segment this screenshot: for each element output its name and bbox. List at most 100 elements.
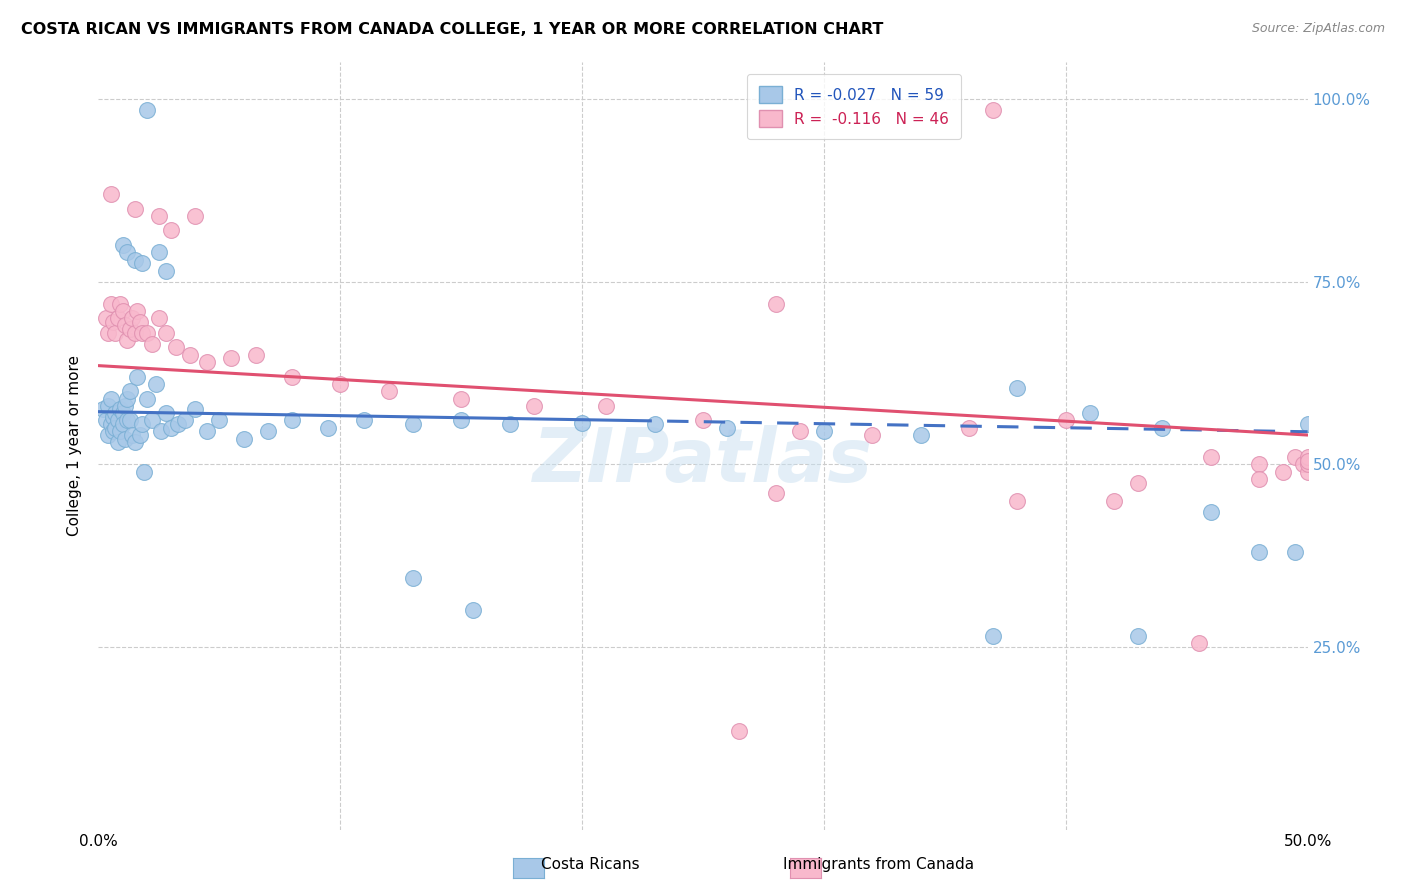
Point <box>118 322 141 336</box>
Point <box>728 723 751 738</box>
Point <box>111 406 134 420</box>
Point <box>114 318 136 333</box>
Point <box>117 392 139 406</box>
Point <box>148 209 170 223</box>
Y-axis label: College, 1 year or more: College, 1 year or more <box>67 356 83 536</box>
Point <box>134 465 156 479</box>
Point <box>148 311 170 326</box>
Point <box>135 326 157 340</box>
Point <box>1199 505 1222 519</box>
Point <box>167 417 190 431</box>
Point <box>910 428 932 442</box>
Point <box>101 425 124 439</box>
Text: Costa Ricans: Costa Ricans <box>541 857 640 872</box>
Point <box>131 417 153 431</box>
Point <box>256 425 278 439</box>
Point <box>1284 450 1306 464</box>
Point <box>97 326 120 340</box>
Point <box>1102 493 1125 508</box>
Point <box>957 421 980 435</box>
Point <box>1296 453 1319 467</box>
Point <box>1152 421 1174 435</box>
Point <box>716 421 738 435</box>
Point <box>111 303 134 318</box>
Point <box>1296 417 1319 431</box>
Point <box>571 417 593 431</box>
Point <box>101 409 124 424</box>
Point <box>108 402 131 417</box>
Text: COSTA RICAN VS IMMIGRANTS FROM CANADA COLLEGE, 1 YEAR OR MORE CORRELATION CHART: COSTA RICAN VS IMMIGRANTS FROM CANADA CO… <box>21 22 883 37</box>
Point <box>765 296 787 310</box>
Point <box>111 417 134 431</box>
Point <box>1007 380 1029 394</box>
Point <box>148 245 170 260</box>
Point <box>195 355 218 369</box>
Point <box>111 238 134 252</box>
Point <box>1007 493 1029 508</box>
Point <box>100 296 122 310</box>
Point <box>97 399 120 413</box>
Point <box>121 428 143 442</box>
Point <box>1296 465 1319 479</box>
Point <box>316 421 339 435</box>
Point <box>108 425 131 439</box>
Point <box>789 425 811 439</box>
Point <box>100 186 122 201</box>
Point <box>1199 450 1222 464</box>
Point <box>114 399 136 413</box>
Point <box>127 303 149 318</box>
Point <box>124 252 146 267</box>
Point <box>101 315 124 329</box>
Point <box>329 376 352 391</box>
Point <box>595 399 617 413</box>
Point <box>117 413 139 427</box>
Point <box>498 417 520 431</box>
Point <box>1272 465 1295 479</box>
Point <box>124 435 146 450</box>
Point <box>644 417 666 431</box>
Point <box>281 413 304 427</box>
Point <box>402 570 425 584</box>
Point <box>150 425 173 439</box>
Point <box>174 413 197 427</box>
Point <box>232 432 254 446</box>
Point <box>160 223 183 237</box>
Point <box>195 425 218 439</box>
Point <box>145 376 167 391</box>
Point <box>107 435 129 450</box>
Point <box>1188 636 1211 650</box>
Point <box>463 603 485 617</box>
Point <box>124 202 146 216</box>
Point <box>124 326 146 340</box>
Point <box>1249 545 1271 559</box>
Point <box>108 296 131 310</box>
Point <box>184 209 207 223</box>
Point <box>107 413 129 427</box>
Point <box>353 413 375 427</box>
Point <box>135 392 157 406</box>
Point <box>1249 472 1271 486</box>
Point <box>208 413 231 427</box>
Point <box>107 311 129 326</box>
Point <box>450 413 472 427</box>
Point <box>104 421 127 435</box>
Point <box>184 402 207 417</box>
Point <box>121 311 143 326</box>
Point <box>117 245 139 260</box>
Point <box>97 428 120 442</box>
Point <box>135 103 157 117</box>
Point <box>165 340 187 354</box>
Point <box>377 384 399 399</box>
Point <box>100 417 122 431</box>
Text: ZIPatlas: ZIPatlas <box>533 425 873 498</box>
Point <box>114 432 136 446</box>
Point <box>221 351 243 366</box>
Point <box>131 326 153 340</box>
Point <box>981 629 1004 643</box>
Point <box>1284 545 1306 559</box>
Point <box>118 413 141 427</box>
Point <box>450 392 472 406</box>
Point <box>245 348 267 362</box>
Point <box>281 369 304 384</box>
Point <box>128 315 150 329</box>
